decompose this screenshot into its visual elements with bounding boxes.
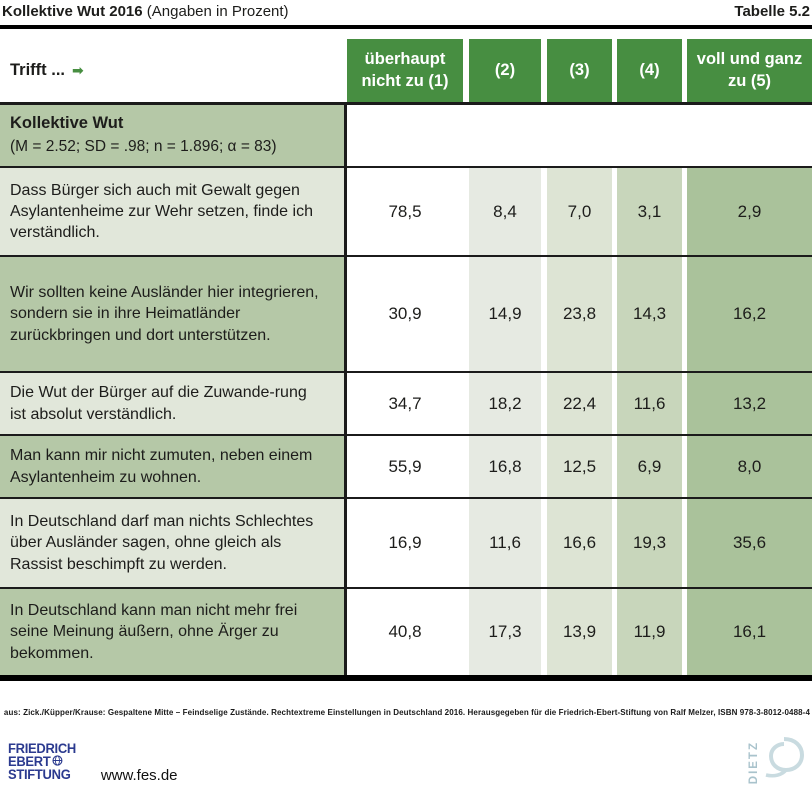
value-cell: 55,9 — [388, 456, 422, 476]
statement-label: Wir sollten keine Ausländer hier integri… — [0, 257, 344, 371]
column-header-4: (4) — [617, 39, 682, 102]
value-cell: 30,9 — [388, 304, 422, 323]
column-divider — [344, 589, 347, 675]
fes-logo-line: STIFTUNG — [8, 767, 71, 783]
statement-label: Dass Bürger sich auch mit Gewalt gegen A… — [0, 168, 344, 255]
value-cell: 2,9 — [687, 168, 812, 255]
value-cell: 17,3 — [469, 589, 541, 675]
title-main: Kollektive Wut 2016 — [2, 3, 143, 20]
value-cell: 40,8 — [388, 622, 422, 641]
column-header-5: voll und ganz zu (5) — [687, 39, 812, 102]
value-cell: 18,2 — [469, 373, 541, 434]
title-bar: Kollektive Wut 2016 (Angaben in Prozent)… — [0, 0, 812, 25]
scale-name: Kollektive Wut — [10, 114, 124, 133]
value-cell: 11,6 — [617, 373, 682, 434]
table-row: In Deutschland darf man nichts Schlechte… — [0, 497, 812, 587]
statement-label: Man kann mir nicht zumuten, neben einem … — [0, 436, 344, 497]
column-divider — [344, 436, 347, 497]
scale-row: Kollektive Wut (M = 2.52; SD = .98; n = … — [0, 102, 812, 166]
value-cell: 6,9 — [617, 436, 682, 497]
dietz-branding: DIETZ — [748, 733, 806, 784]
fes-branding: FRIEDRICH EBERT STIFTUNG www.fes.de — [8, 740, 178, 784]
table-row: Man kann mir nicht zumuten, neben einem … — [0, 434, 812, 497]
value-cell: 16,6 — [547, 499, 612, 587]
table-number: Tabelle 5.2 — [734, 3, 810, 20]
column-divider — [344, 257, 347, 371]
value-cell: 11,9 — [617, 589, 682, 675]
header-label-cell: Trifft ... ➡ — [0, 39, 344, 102]
column-divider — [344, 373, 347, 434]
column-divider — [344, 105, 347, 166]
value-cell: 7,0 — [547, 168, 612, 255]
value-cell: 13,9 — [547, 589, 612, 675]
source-citation: aus: Zick./Küpper/Krause: Gespaltene Mit… — [3, 708, 810, 717]
value-cell: 14,3 — [617, 257, 682, 371]
scale-statistics: (M = 2.52; SD = .98; n = 1.896; α = 83) — [10, 138, 277, 156]
value-cell: 22,4 — [547, 373, 612, 434]
value-cell: 16,1 — [687, 589, 812, 675]
value-cell: 34,7 — [388, 393, 422, 413]
table-row: Die Wut der Bürger auf die Zuwande-rung … — [0, 371, 812, 434]
fes-logo-line: EBERT — [8, 755, 76, 769]
column-header-2: (2) — [469, 39, 541, 102]
value-cell: 13,2 — [687, 373, 812, 434]
bottom-rule — [0, 675, 812, 681]
scale-label-cell: Kollektive Wut (M = 2.52; SD = .98; n = … — [0, 105, 344, 166]
globe-icon — [52, 755, 63, 769]
value-cell: 8,4 — [469, 168, 541, 255]
arrow-right-icon: ➡ — [72, 62, 84, 79]
value-cell: 23,8 — [547, 257, 612, 371]
value-cell: 12,5 — [547, 436, 612, 497]
statement-label: In Deutschland darf man nichts Schlechte… — [0, 499, 344, 587]
table-header-row: Trifft ... ➡ überhaupt nicht zu (1) (2) … — [0, 39, 812, 102]
header-label-text: Trifft ... — [10, 60, 65, 79]
statement-label: Die Wut der Bürger auf die Zuwande-rung … — [0, 373, 344, 434]
fes-logo-line: FRIEDRICH — [8, 740, 76, 756]
value-cell: 19,3 — [617, 499, 682, 587]
value-cell: 16,9 — [388, 533, 422, 552]
table-row: Dass Bürger sich auch mit Gewalt gegen A… — [0, 166, 812, 255]
table-row: Wir sollten keine Ausländer hier integri… — [0, 255, 812, 371]
column-header-1: überhaupt nicht zu (1) — [347, 39, 463, 102]
column-divider — [344, 168, 347, 255]
dietz-spiral-icon — [762, 733, 806, 784]
value-cell: 16,2 — [687, 257, 812, 371]
column-divider — [344, 499, 347, 587]
value-cell: 35,6 — [687, 499, 812, 587]
page-title: Kollektive Wut 2016 (Angaben in Prozent) — [2, 3, 289, 20]
fes-logo: FRIEDRICH EBERT STIFTUNG — [8, 740, 76, 783]
footer: FRIEDRICH EBERT STIFTUNG www.fes.de DIET… — [0, 737, 812, 788]
title-subtitle: (Angaben in Prozent) — [146, 3, 289, 20]
dietz-logo-text: DIETZ — [748, 740, 760, 784]
value-cell: 78,5 — [388, 201, 422, 221]
fes-website-link[interactable]: www.fes.de — [100, 767, 178, 784]
value-cell: 3,1 — [617, 168, 682, 255]
value-cell: 14,9 — [469, 257, 541, 371]
column-header-3: (3) — [547, 39, 612, 102]
table-row: In Deutschland kann man nicht mehr frei … — [0, 587, 812, 675]
value-cell: 11,6 — [469, 499, 541, 587]
statement-label: In Deutschland kann man nicht mehr frei … — [0, 589, 344, 675]
top-rule — [0, 25, 812, 29]
value-cell: 8,0 — [687, 436, 812, 497]
value-cell: 16,8 — [469, 436, 541, 497]
fes-logo-line-text: EBERT — [8, 753, 51, 769]
